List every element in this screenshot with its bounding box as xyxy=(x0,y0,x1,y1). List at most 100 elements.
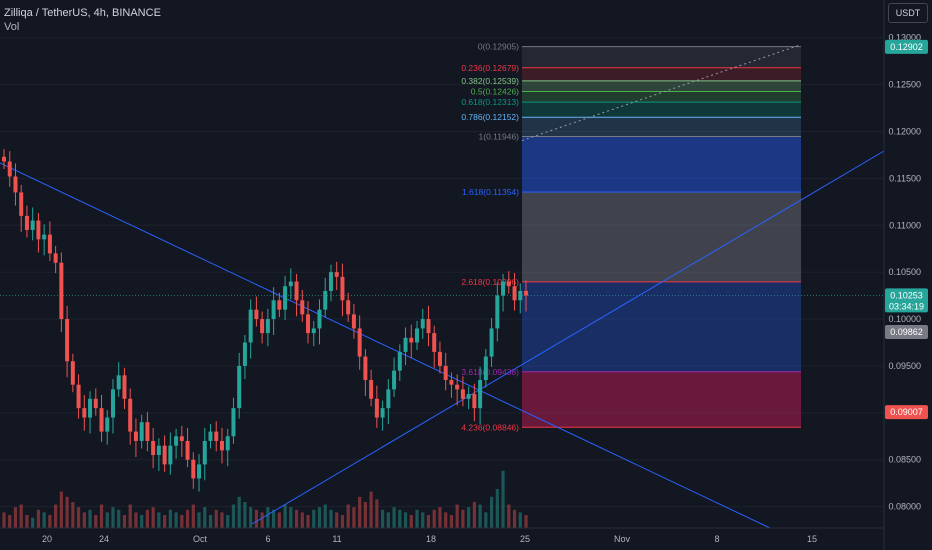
volume-bar xyxy=(518,512,522,528)
volume-bar xyxy=(472,502,476,528)
candle-body xyxy=(191,459,196,479)
candle-body xyxy=(466,394,471,399)
volume-bar xyxy=(8,515,12,528)
fib-level-label: 0.618(0.12313) xyxy=(461,97,519,107)
candle-body xyxy=(231,408,236,437)
price-label-badge xyxy=(885,324,928,339)
candle-body xyxy=(311,328,316,334)
volume-bar xyxy=(203,507,207,528)
candle-body xyxy=(518,290,523,301)
candle-body xyxy=(82,408,87,418)
volume-bar xyxy=(484,512,488,528)
candle-body xyxy=(225,436,230,451)
volume-bar xyxy=(145,509,150,528)
candle-body xyxy=(156,445,161,456)
candle-body xyxy=(357,328,362,357)
candle-body xyxy=(524,290,528,296)
volume-bar xyxy=(495,489,499,528)
volume-bar xyxy=(128,504,132,528)
volume-bar xyxy=(444,512,448,528)
volume-bar xyxy=(392,507,396,528)
volume-bar xyxy=(185,509,190,528)
candle-body xyxy=(208,431,213,441)
price-label-text: 0.09862 xyxy=(890,327,923,337)
volume-label: Vol xyxy=(4,21,20,33)
fib-level-label: 0(0.12905) xyxy=(478,42,519,52)
candle-body xyxy=(128,398,133,432)
fib-zone xyxy=(522,102,801,118)
volume-bar xyxy=(151,507,155,528)
volume-bar xyxy=(329,509,333,528)
currency-button[interactable]: USDT xyxy=(888,3,928,23)
candle-body xyxy=(197,464,202,479)
x-tick-label: Oct xyxy=(193,534,208,544)
volume-bar xyxy=(168,509,172,528)
volume-bar xyxy=(266,507,270,528)
candle-body xyxy=(7,161,12,177)
candle-body xyxy=(76,384,81,409)
candle-body xyxy=(271,300,276,320)
price-label-text: 0.10253 xyxy=(890,290,923,300)
candle-body xyxy=(70,361,75,385)
y-tick-label: 0.10000 xyxy=(888,314,921,324)
ascending-trendline xyxy=(251,150,885,525)
volume-bar xyxy=(421,512,425,528)
candle-body xyxy=(455,384,460,390)
candle-body xyxy=(397,351,402,371)
volume-bar xyxy=(13,507,18,528)
volume-bar xyxy=(197,512,201,528)
x-tick-label: 24 xyxy=(99,534,109,544)
y-tick-label: 0.13000 xyxy=(888,33,921,43)
price-label-badge xyxy=(885,39,928,54)
volume-bar xyxy=(48,515,52,528)
candle-body xyxy=(415,328,420,343)
candle-body xyxy=(426,319,431,334)
volume-bar xyxy=(31,517,35,528)
volume-bar xyxy=(489,496,494,528)
volume-bar xyxy=(455,504,459,528)
candle-body xyxy=(88,398,93,418)
candle-body xyxy=(351,314,356,329)
candle-body xyxy=(409,337,414,343)
candle-body xyxy=(133,431,138,441)
x-tick-label: 18 xyxy=(426,534,436,544)
y-tick-label: 0.10500 xyxy=(888,267,921,277)
x-tick-label: 20 xyxy=(42,534,52,544)
x-tick-label: 11 xyxy=(332,534,341,544)
volume-bar xyxy=(369,491,373,528)
x-tick-label: 6 xyxy=(265,534,270,544)
volume-bar xyxy=(501,470,505,528)
volume-bar xyxy=(36,509,41,528)
candle-body xyxy=(19,192,24,216)
fib-level-label: 0.382(0.12539) xyxy=(461,76,519,86)
trendlines xyxy=(0,150,885,529)
candle-body xyxy=(443,365,448,381)
volume-bar xyxy=(346,504,350,528)
fib-level-label: 2.618(0.10396) xyxy=(461,277,519,287)
candle-body xyxy=(202,440,207,465)
volume-bar xyxy=(409,515,413,528)
price-label-badge xyxy=(885,405,928,420)
candle-body xyxy=(277,300,282,310)
candles xyxy=(2,149,528,492)
candle-body xyxy=(59,262,64,320)
candle-body xyxy=(489,328,494,357)
price-label-badge xyxy=(885,288,928,313)
volume-bar xyxy=(289,507,293,528)
volume-bar xyxy=(231,504,236,528)
volume-bar xyxy=(254,509,258,528)
volume-bar xyxy=(111,507,115,528)
fib-level-label: 3.618(0.09438) xyxy=(461,367,519,377)
y-tick-label: 0.08000 xyxy=(888,502,921,512)
volume-bar xyxy=(122,515,127,528)
candle-body xyxy=(306,314,311,334)
candle-body xyxy=(30,220,35,230)
grid xyxy=(0,37,884,508)
volume-bar xyxy=(260,512,264,528)
volume-bar xyxy=(2,512,6,528)
candle-body xyxy=(99,408,104,432)
fib-extension: 0(0.12905)0.236(0.12679)0.382(0.12539)0.… xyxy=(461,42,802,432)
volume-bar xyxy=(524,515,528,528)
